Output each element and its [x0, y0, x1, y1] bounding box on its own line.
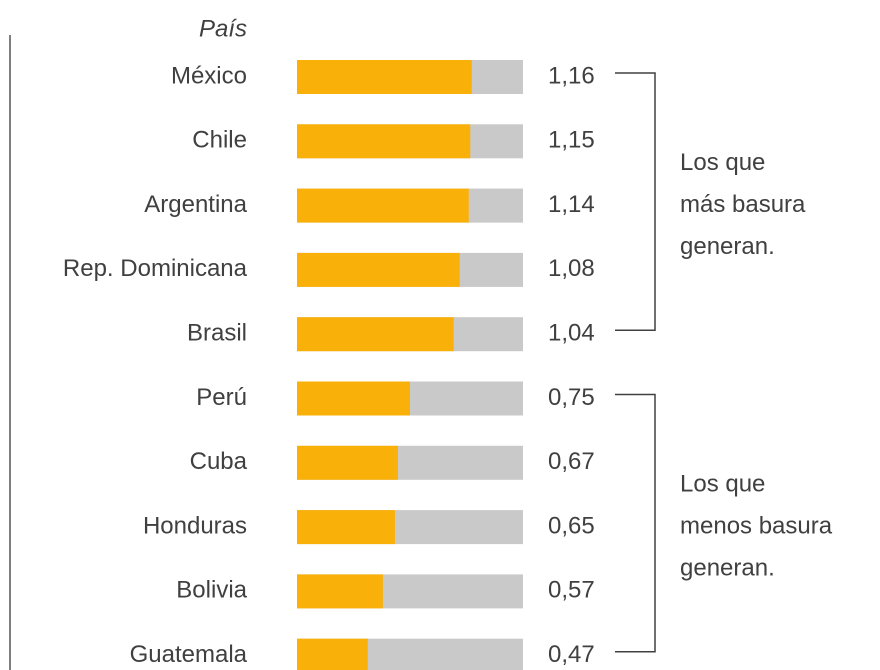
bar — [297, 124, 471, 159]
bar — [297, 381, 410, 416]
annotation: generan. — [680, 554, 775, 581]
category-label: Brasil — [187, 320, 247, 347]
value-label: 0,57 — [548, 577, 595, 604]
value-label: 1,14 — [548, 191, 595, 218]
value-label: 0,67 — [548, 448, 595, 475]
category-label: México — [171, 62, 247, 89]
annotation: más basura — [680, 191, 806, 218]
category-label: Bolivia — [176, 577, 247, 604]
bar — [297, 60, 472, 94]
value-label: 0,47 — [548, 641, 595, 668]
bar — [297, 317, 454, 352]
bar — [297, 252, 460, 287]
bar — [297, 445, 398, 480]
category-label: Argentina — [144, 191, 247, 218]
axis-label: País — [199, 15, 247, 42]
value-label: 0,75 — [548, 384, 595, 411]
bar — [297, 638, 368, 670]
bar — [297, 510, 395, 545]
value-label: 0,65 — [548, 512, 595, 539]
bar — [297, 188, 469, 223]
category-label: Guatemala — [130, 641, 248, 668]
category-label: Rep. Dominicana — [63, 255, 248, 282]
annotation: generan. — [680, 233, 775, 260]
bar — [297, 574, 383, 609]
annotation: Los que — [680, 149, 765, 176]
bracket — [615, 393, 656, 653]
category-label: Perú — [196, 384, 247, 411]
value-label: 1,16 — [548, 62, 595, 89]
bracket — [615, 72, 656, 331]
value-label: 1,08 — [548, 255, 595, 282]
category-label: Cuba — [190, 448, 248, 475]
value-label: 1,04 — [548, 320, 595, 347]
annotation: Los que — [680, 470, 765, 497]
value-label: 1,15 — [548, 127, 595, 154]
category-label: Honduras — [143, 512, 247, 539]
category-label: Chile — [192, 127, 247, 154]
annotation: menos basura — [680, 512, 833, 539]
